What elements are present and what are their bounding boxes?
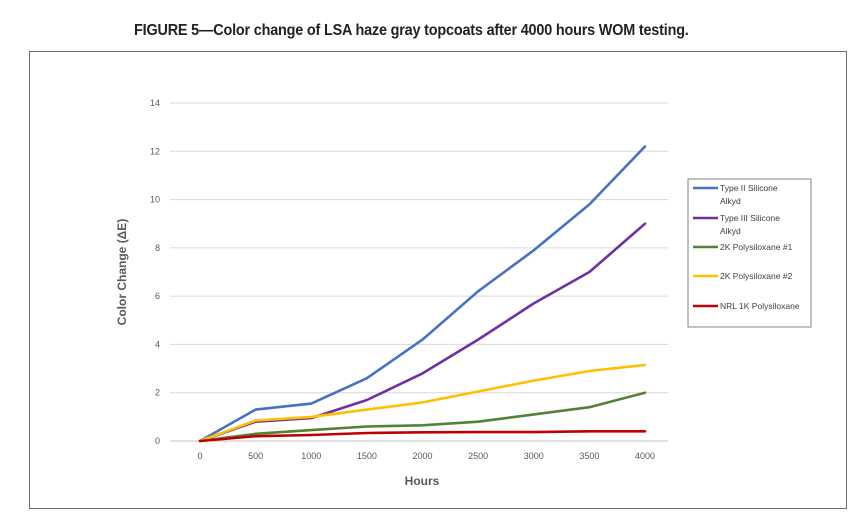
figure-title: FIGURE 5—Color change of LSA haze gray t… bbox=[134, 22, 689, 39]
x-tick-label: 1500 bbox=[357, 451, 377, 461]
series-lines bbox=[198, 145, 647, 443]
series-line-4 bbox=[198, 363, 647, 443]
legend-label: Alkyd bbox=[720, 226, 741, 236]
y-tick-label: 10 bbox=[150, 195, 160, 205]
legend-label: Alkyd bbox=[720, 196, 741, 206]
x-tick-label: 3000 bbox=[524, 451, 544, 461]
y-tick-label: 2 bbox=[155, 388, 160, 398]
legend-box bbox=[687, 178, 812, 328]
gridlines bbox=[170, 102, 668, 442]
legend-label: NRL 1K Polysiloxane bbox=[720, 301, 800, 311]
y-tick-label: 8 bbox=[155, 243, 160, 253]
x-tick-label: 2500 bbox=[468, 451, 488, 461]
series-line-1 bbox=[198, 145, 647, 443]
legend-label: Type II Silicone bbox=[720, 183, 778, 193]
legend-label: 2K Polysiloxane #2 bbox=[720, 271, 793, 281]
y-tick-label: 14 bbox=[150, 98, 160, 108]
chart-frame bbox=[29, 51, 847, 509]
y-tick-label: 12 bbox=[150, 146, 160, 156]
y-tick-label: 6 bbox=[155, 291, 160, 301]
legend-label: 2K Polysiloxane #1 bbox=[720, 242, 793, 252]
y-tick-label: 4 bbox=[155, 339, 160, 349]
legend: Type II Silicone Alkyd Type III Silicone Al… bbox=[687, 178, 812, 328]
x-tick-label: 2000 bbox=[412, 451, 432, 461]
x-axis-title: Hours bbox=[405, 474, 440, 488]
y-tick-label: 0 bbox=[155, 436, 160, 446]
x-tick-label: 4000 bbox=[635, 451, 655, 461]
y-axis-title: Color Change (ΔE) bbox=[115, 219, 129, 326]
series-line-3 bbox=[198, 391, 647, 443]
x-tick-label: 1000 bbox=[301, 451, 321, 461]
x-tick-label: 500 bbox=[248, 451, 263, 461]
x-tick-labels: 0 500 1000 1500 2000 2500 3000 3500 4000 bbox=[197, 451, 655, 461]
legend-label: Type III Silicone bbox=[720, 213, 780, 223]
y-tick-labels: 0 2 4 6 8 10 12 14 bbox=[150, 98, 160, 446]
series-line-5 bbox=[198, 429, 647, 443]
x-tick-label: 0 bbox=[197, 451, 202, 461]
x-tick-label: 3500 bbox=[579, 451, 599, 461]
